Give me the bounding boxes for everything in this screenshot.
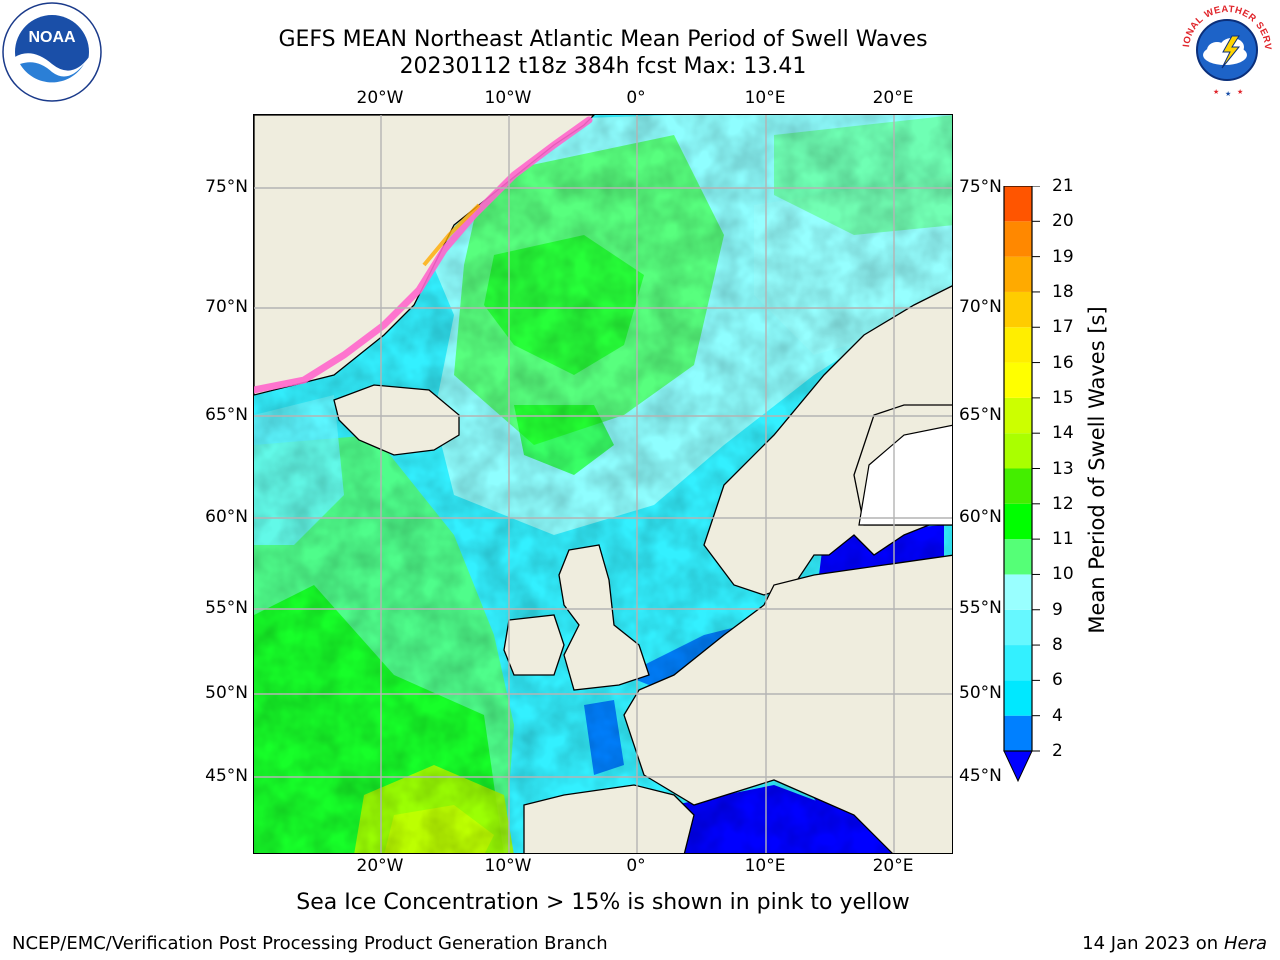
lat-label-left: 55°N (205, 598, 248, 618)
lon-label-bottom: 20°E (872, 856, 914, 876)
lon-label-top: 10°E (744, 88, 786, 108)
colorbar-tick-label: 12 (1052, 493, 1074, 514)
colorbar-tick-label: 18 (1052, 281, 1074, 302)
colorbar-tick-label: 11 (1052, 529, 1074, 550)
colorbar-segment (1004, 503, 1032, 540)
lat-label-left: 75°N (205, 177, 248, 197)
colorbar-label: Mean Period of Swell Waves [s] (1085, 306, 1109, 634)
colorbar-segment (1004, 397, 1032, 434)
lon-label-top: 0° (626, 88, 646, 108)
colorbar-segment (1004, 362, 1032, 398)
lat-label-right: 75°N (959, 177, 1002, 197)
colorbar-tick-label: 20 (1052, 211, 1074, 232)
lat-label-right: 65°N (959, 405, 1002, 425)
map-panel[interactable] (253, 114, 953, 854)
lon-label-top: 20°E (872, 88, 914, 108)
iberia (523, 784, 695, 853)
no-data-area (858, 424, 952, 526)
lon-label-bottom: 0° (626, 856, 646, 876)
colorbar-tick-label: 17 (1052, 317, 1074, 338)
colorbar-tick-label: 6 (1052, 670, 1063, 691)
chart-title: GEFS MEAN Northeast Atlantic Mean Period… (278, 27, 928, 52)
lon-label-bottom: 20°W (356, 856, 404, 876)
colorbar-segment (1004, 574, 1032, 610)
lon-label-bottom: 10°E (744, 856, 786, 876)
colorbar-extend-min (1003, 750, 1033, 783)
colorbar-segment (1004, 327, 1032, 363)
colorbar-segment (1004, 433, 1032, 469)
nws-logo: NATIONAL WEATHER SERVICE ★ ★ ★ (1177, 0, 1275, 98)
lat-label-left: 70°N (205, 297, 248, 317)
colorbar-segment (1004, 468, 1032, 504)
colorbar-segment (1004, 680, 1032, 716)
colorbar (1003, 186, 1040, 783)
ice-edge-highlight (422, 203, 481, 267)
svg-text:NOAA: NOAA (28, 29, 76, 46)
colorbar-tick-label: 21 (1052, 176, 1074, 196)
date-line: 14 Jan 2023 on Hera (1082, 933, 1267, 954)
colorbar-tick-label: 13 (1052, 458, 1074, 479)
colorbar-segment (1004, 609, 1032, 646)
svg-text:★: ★ (1213, 88, 1219, 96)
iceland (333, 384, 460, 456)
lat-label-right: 50°N (959, 683, 1002, 703)
host-name: Hera (1223, 933, 1267, 954)
lat-label-left: 45°N (205, 766, 248, 786)
lat-lon-grid (254, 115, 952, 853)
colorbar-segment (1004, 221, 1032, 257)
sea-ice-note: Sea Ice Concentration > 15% is shown in … (296, 890, 910, 915)
sea-ice-edge (254, 116, 593, 394)
continental-europe (623, 554, 952, 853)
colorbar-tick-label: 8 (1052, 635, 1063, 656)
colorbar-segment (1004, 539, 1032, 575)
credit-line: NCEP/EMC/Verification Post Processing Pr… (12, 933, 608, 954)
lat-label-right: 70°N (959, 297, 1002, 317)
lon-label-top: 20°W (356, 88, 404, 108)
colorbar-segment (1004, 291, 1032, 328)
lat-label-left: 50°N (205, 683, 248, 703)
colorbar-tick-label: 9 (1052, 599, 1063, 620)
noaa-logo: NOAA (2, 2, 102, 102)
colorbar-tick-label: 16 (1052, 352, 1074, 373)
chart-subtitle: 20230112 t18z 384h fcst Max: 13.41 (399, 54, 807, 79)
colorbar-segment (1004, 256, 1032, 292)
colorbar-segment (1004, 186, 1032, 222)
ireland (503, 614, 565, 676)
swell-period-map (254, 115, 952, 853)
colorbar-segment (1004, 715, 1032, 751)
svg-text:★: ★ (1225, 90, 1231, 98)
lat-label-left: 65°N (205, 405, 248, 425)
lat-label-left: 60°N (205, 507, 248, 527)
svg-text:★: ★ (1237, 88, 1243, 96)
lon-label-bottom: 10°W (484, 856, 532, 876)
colorbar-tick-label: 10 (1052, 564, 1074, 585)
colorbar-tick-label: 14 (1052, 423, 1074, 444)
lat-label-right: 55°N (959, 598, 1002, 618)
ice-edge-line (254, 116, 593, 394)
lat-label-right: 45°N (959, 766, 1002, 786)
colorbar-tick-label: 4 (1052, 705, 1063, 726)
great-britain (558, 544, 650, 691)
colorbar-tick-label: 15 (1052, 387, 1074, 408)
colorbar-tick-label: 19 (1052, 246, 1074, 267)
lat-label-right: 60°N (959, 507, 1002, 527)
lon-label-top: 10°W (484, 88, 532, 108)
colorbar-tick-label: 2 (1052, 741, 1063, 761)
colorbar-segment (1004, 645, 1032, 681)
